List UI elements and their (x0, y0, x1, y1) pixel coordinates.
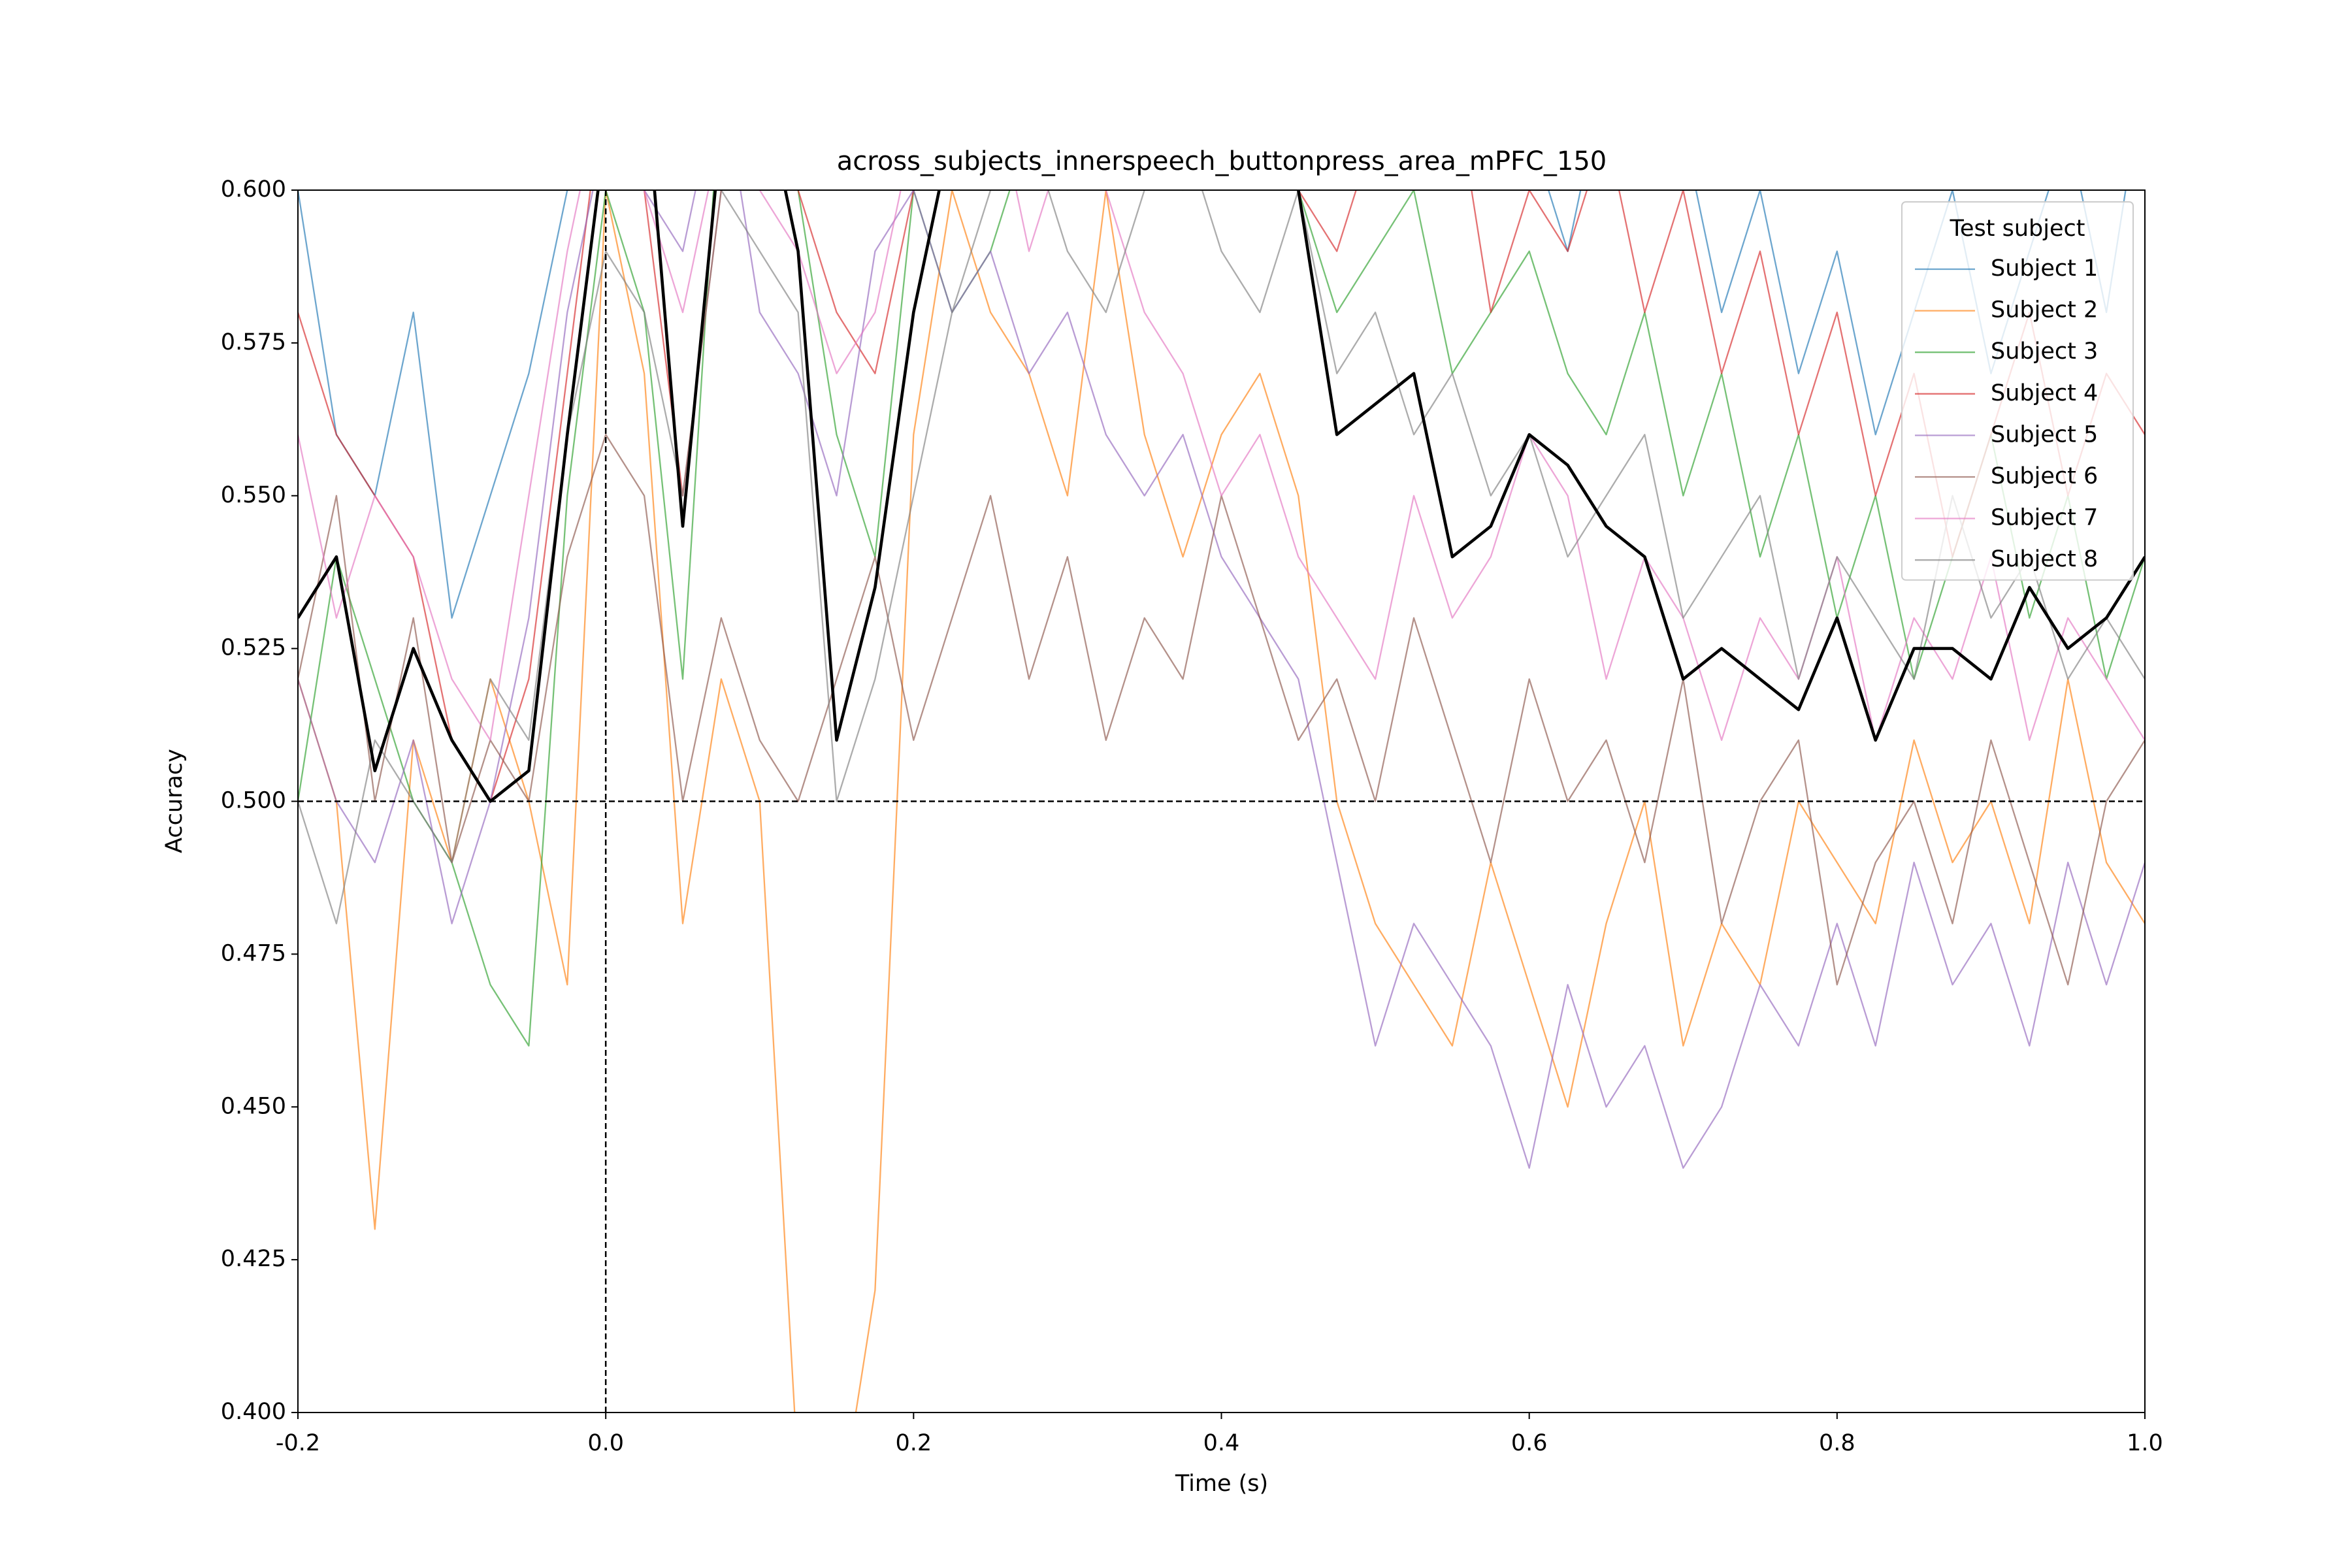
series-line (298, 190, 2145, 1169)
legend-box (1901, 201, 2134, 581)
plot-area (298, 190, 2145, 1413)
x-axis-label: Time (s) (1175, 1471, 1268, 1497)
series-line (298, 190, 2145, 924)
legend-label: Subject 5 (1991, 421, 2098, 448)
legend: Test subject Subject 1 Subject 2 Subject 3 S… (1901, 201, 2134, 581)
x-tick-label: 0.8 (1819, 1430, 1855, 1456)
legend-label: Subject 4 (1991, 380, 2098, 406)
y-tick-label: 0.550 (221, 482, 286, 508)
y-axis-label: Accuracy (161, 749, 188, 853)
legend-label: Subject 7 (1991, 505, 2098, 531)
y-tick-label: 0.525 (221, 635, 286, 661)
x-tick-label: 0.2 (895, 1430, 932, 1456)
x-tick-label: 0.6 (1511, 1430, 1548, 1456)
x-tick-label: 1.0 (2127, 1430, 2163, 1456)
x-tick-label: 0.4 (1203, 1430, 1240, 1456)
y-tick-label: 0.450 (221, 1093, 286, 1119)
legend-label: Subject 8 (1991, 546, 2098, 572)
x-tick-label: -0.2 (276, 1430, 320, 1456)
mean-line (298, 190, 2145, 803)
legend-label: Subject 1 (1991, 255, 2098, 282)
chart-title: across_subjects_innerspeech_buttonpress_… (837, 146, 1607, 176)
y-tick-label: 0.425 (221, 1246, 286, 1272)
y-tick-label: 0.575 (221, 329, 286, 355)
x-tick-label: 0.0 (587, 1430, 624, 1456)
legend-label: Subject 6 (1991, 463, 2098, 489)
legend-title: Test subject (1950, 216, 2085, 242)
legend-label: Subject 3 (1991, 338, 2098, 365)
legend-label: Subject 2 (1991, 297, 2098, 323)
y-tick-label: 0.500 (221, 788, 286, 814)
axes-frame (297, 189, 2146, 1413)
series-line (298, 190, 2145, 1413)
series-line (298, 190, 2145, 802)
y-tick-label: 0.475 (221, 940, 286, 966)
y-tick-label: 0.400 (221, 1399, 286, 1425)
y-tick-label: 0.600 (221, 176, 286, 203)
series-line (298, 190, 2127, 619)
